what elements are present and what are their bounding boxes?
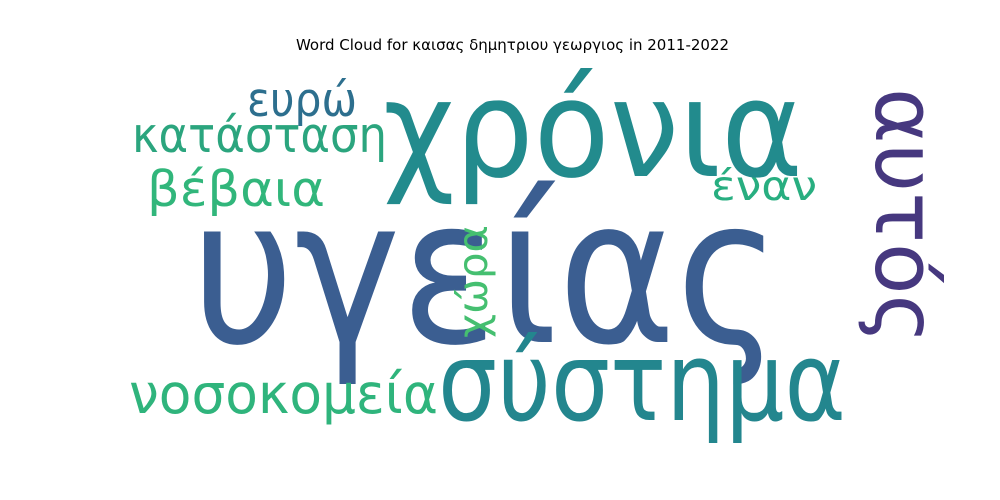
word-aftos: αυτός <box>855 88 954 344</box>
word-systima: σύστημα <box>438 318 846 446</box>
word-katastasi: κατάσταση <box>132 107 387 164</box>
word-nosokomeia: νοσοκομεία <box>129 362 438 426</box>
word-vevaia: βέβαια <box>147 161 325 218</box>
word-evro: ευρώ <box>247 73 357 128</box>
chart-title: Word Cloud for καισας δημητριου γεωργιος… <box>295 36 730 54</box>
word-ygeias: υγείας <box>191 154 781 390</box>
word-chora: χώρα <box>449 225 497 338</box>
word-chronia: χρόνια <box>383 51 803 208</box>
word-enan: έναν <box>711 162 817 210</box>
